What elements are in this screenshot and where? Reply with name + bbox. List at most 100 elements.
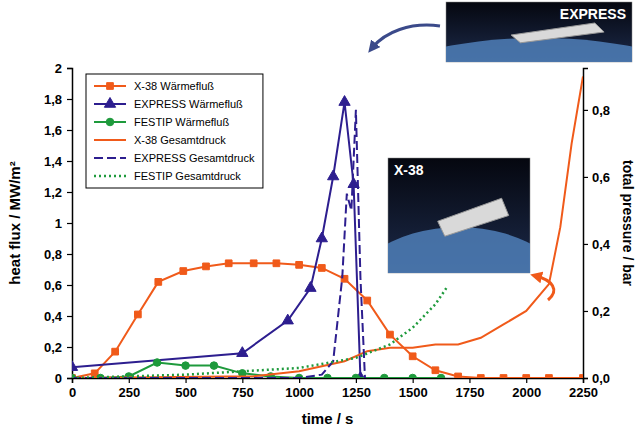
tick-label: 1 xyxy=(55,216,62,231)
tick-label: 2250 xyxy=(569,385,598,400)
vehicle xyxy=(438,198,509,236)
legend-label: FESTIP Wärmefluß xyxy=(134,116,229,128)
marker xyxy=(523,375,530,378)
tick-mark xyxy=(67,130,72,131)
tick-mark xyxy=(67,99,72,100)
marker xyxy=(352,374,360,378)
tick-mark xyxy=(526,378,527,383)
tick: 0,0 xyxy=(583,371,610,386)
tick-mark xyxy=(356,378,357,383)
tick-label: 0,8 xyxy=(592,103,610,118)
legend-marker xyxy=(106,118,114,126)
x-axis: 0 250 500 750 1000 1250 1500 1750 2000 2250 xyxy=(69,378,598,400)
legend-box xyxy=(86,74,263,188)
tick: 1500 xyxy=(399,378,428,400)
tick-mark xyxy=(67,316,72,317)
tick-label: 1,8 xyxy=(44,92,62,107)
tick-mark xyxy=(583,311,588,312)
tick-label: 0,6 xyxy=(44,278,62,293)
marker xyxy=(155,279,162,286)
tick-label: 1,2 xyxy=(44,185,62,200)
tick-label: 1,4 xyxy=(44,154,63,169)
photo: X-38 xyxy=(338,158,579,400)
legend-item: EXPRESS Wärmefluß xyxy=(94,97,243,110)
marker xyxy=(203,263,210,270)
marker xyxy=(153,359,161,367)
marker xyxy=(387,331,394,338)
marker xyxy=(318,265,325,272)
x-axis-title: time / s xyxy=(302,410,354,427)
tick: 1,2 xyxy=(44,185,72,200)
tick: 0,8 xyxy=(44,247,72,262)
marker xyxy=(180,268,187,275)
legend-marker xyxy=(104,97,115,107)
tick-label: 250 xyxy=(118,385,140,400)
marker xyxy=(273,260,280,267)
tick: 0,6 xyxy=(583,170,610,185)
tick-mark xyxy=(67,347,72,348)
y2-axis-title: total pressure / bar xyxy=(620,160,636,287)
tick-mark xyxy=(67,285,72,286)
tick: 0,6 xyxy=(44,278,72,293)
photos: EXPRESS X-38 xyxy=(338,2,638,400)
marker xyxy=(437,374,445,378)
legend-item: X-38 Gesamtdruck xyxy=(94,134,226,146)
tick-label: 0,4 xyxy=(44,309,63,324)
arrow xyxy=(372,25,440,48)
legend-swatch xyxy=(94,175,126,178)
tick-mark xyxy=(413,378,414,383)
tick-label: 0 xyxy=(69,385,76,400)
chart: 025050075010001250150017502000225000,20,… xyxy=(0,0,638,441)
legend-item: FESTIP Wärmefluß xyxy=(94,116,229,128)
tick: 2000 xyxy=(512,378,541,400)
legend-marker xyxy=(107,83,114,90)
tick-mark xyxy=(469,378,470,383)
y-axis: 00,20,40,60,811,21,41,61,82 xyxy=(44,61,73,386)
marker xyxy=(72,361,78,371)
marker xyxy=(364,297,371,304)
tick-label: 1750 xyxy=(455,385,484,400)
legend-label: X-38 Wärmefluß xyxy=(134,80,214,92)
tick: 2 xyxy=(55,61,72,76)
y2-axis: 0,0 0,2 0,4 0,6 0,8 xyxy=(583,69,611,386)
tick-label: 2000 xyxy=(512,385,541,400)
marker xyxy=(182,362,190,370)
marker xyxy=(455,373,462,378)
tick-mark xyxy=(67,161,72,162)
tick-mark xyxy=(67,223,72,224)
photo: EXPRESS xyxy=(372,2,638,128)
legend-label: X-38 Gesamtdruck xyxy=(134,134,226,146)
tick-mark xyxy=(129,378,130,383)
tick-label: 1,6 xyxy=(44,123,62,138)
legend-swatch xyxy=(94,139,126,141)
tick: 0,4 xyxy=(583,237,611,252)
plot-area xyxy=(72,76,583,378)
tick: 1000 xyxy=(285,378,314,400)
photo-caption: X-38 xyxy=(394,162,424,178)
tick-label: 0,2 xyxy=(44,340,62,355)
marker xyxy=(409,353,416,360)
tick-label: 0,6 xyxy=(592,170,610,185)
marker xyxy=(210,362,218,370)
tick: 1250 xyxy=(342,378,371,400)
tick-mark xyxy=(242,378,243,383)
tick-label: 1250 xyxy=(342,385,371,400)
tick: 1,4 xyxy=(44,154,72,169)
earth xyxy=(388,227,530,273)
marker xyxy=(135,311,142,318)
marker xyxy=(546,375,553,378)
tick-mark xyxy=(583,110,588,111)
tick-label: 500 xyxy=(175,385,197,400)
tick-mark xyxy=(299,378,300,383)
tick: 0,4 xyxy=(44,309,72,324)
legend-item: EXPRESS Gesamtdruck xyxy=(94,152,255,164)
legend-item: FESTIP Gesamtdruck xyxy=(94,170,241,182)
marker xyxy=(316,232,327,242)
marker xyxy=(237,347,248,357)
legend-swatch xyxy=(94,157,126,159)
tick-label: 750 xyxy=(232,385,254,400)
series-line xyxy=(72,76,583,378)
tick: 0,2 xyxy=(583,304,610,319)
tick: 500 xyxy=(175,378,197,400)
marker xyxy=(282,314,293,324)
